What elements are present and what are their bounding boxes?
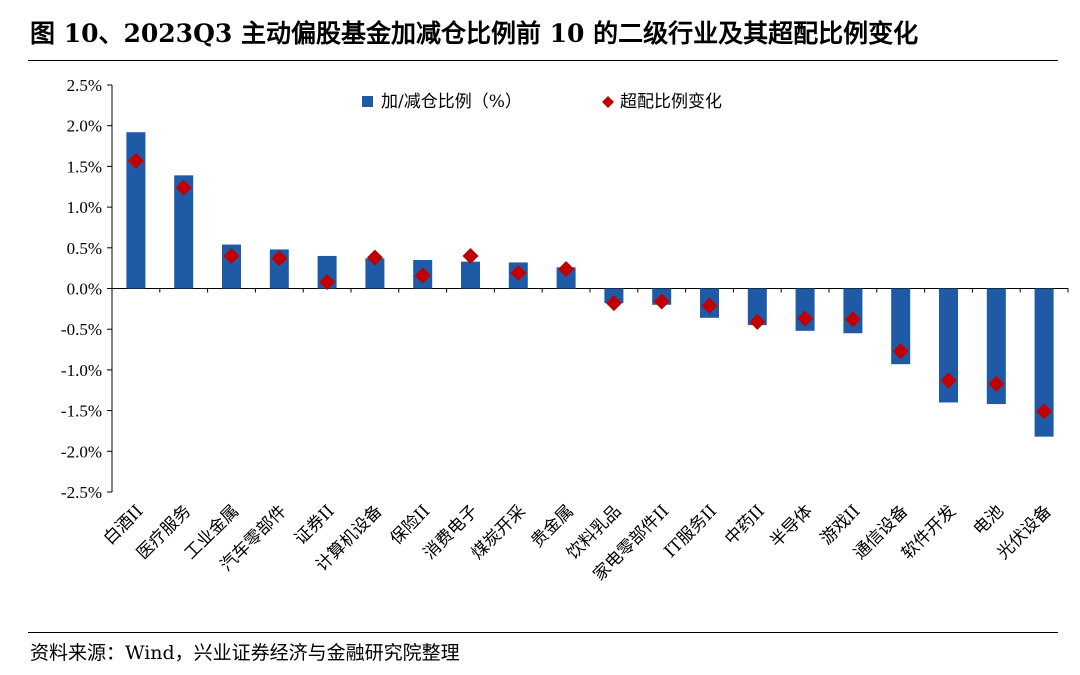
legend-marker-label: 超配比例变化	[620, 92, 722, 112]
diamond-marker	[462, 247, 479, 264]
chart-title: 图 10、2023Q3 主动偏股基金加减仓比例前 10 的二级行业及其超配比例变…	[30, 19, 919, 48]
top-rule	[28, 60, 1058, 61]
diamond-marker	[175, 179, 192, 196]
diamond-marker	[892, 343, 909, 360]
bar	[174, 175, 194, 289]
x-category-label: 半导体	[766, 501, 816, 551]
y-tick-label: -2.5%	[61, 483, 102, 502]
diamond-marker	[940, 372, 957, 389]
diamond-marker	[701, 297, 718, 314]
diamond-marker	[414, 267, 431, 284]
diamond-marker	[1036, 403, 1053, 420]
diamond-marker	[605, 295, 622, 312]
diamond-marker	[558, 260, 575, 277]
diamond-marker	[271, 250, 288, 267]
bottom-rule	[28, 632, 1058, 633]
x-category-label: 电池	[970, 501, 1008, 539]
bar	[461, 261, 480, 289]
legend-bar-label: 加/减仓比例（%）	[381, 92, 522, 112]
source-note: 资料来源：Wind，兴业证券经济与金融研究院整理	[30, 642, 460, 664]
y-tick-label: -0.5%	[61, 320, 102, 339]
diamond-marker	[988, 375, 1005, 392]
bar	[939, 288, 958, 403]
diamond-marker	[127, 152, 144, 169]
x-category-label: 中药II	[721, 501, 769, 549]
legend-bar-swatch	[362, 96, 373, 107]
y-tick-label: 1.0%	[67, 198, 102, 217]
x-category-label: IT服务II	[661, 501, 721, 561]
y-tick-label: 2.5%	[67, 76, 102, 95]
y-tick-label: -2.0%	[61, 442, 102, 461]
y-tick-label: 0.0%	[67, 280, 102, 299]
bar	[891, 288, 911, 365]
bar	[1034, 288, 1054, 437]
diamond-marker	[223, 247, 240, 264]
bar	[126, 132, 146, 289]
diamond-marker	[749, 313, 766, 330]
diamond-marker	[510, 265, 527, 282]
diamond-marker	[844, 311, 861, 328]
y-tick-label: 0.5%	[67, 239, 102, 258]
diamond-marker	[653, 293, 670, 310]
y-tick-label: -1.5%	[61, 402, 102, 421]
bar	[365, 258, 385, 289]
bar	[986, 288, 1006, 405]
bar	[747, 288, 767, 326]
chart: 2.5% 2.0% 1.5% 1.0% 0.5% 0.0% -0.5% -1.0% -1.5% -…	[61, 76, 1069, 585]
bar	[556, 267, 576, 289]
legend-marker-swatch	[602, 96, 614, 108]
y-tick-label: 1.5%	[67, 157, 102, 176]
diamond-marker	[797, 310, 814, 327]
diamond-marker	[319, 273, 336, 290]
y-tick-label: 2.0%	[67, 117, 102, 136]
diamond-marker	[366, 249, 383, 266]
y-tick-label: -1.0%	[61, 361, 102, 380]
